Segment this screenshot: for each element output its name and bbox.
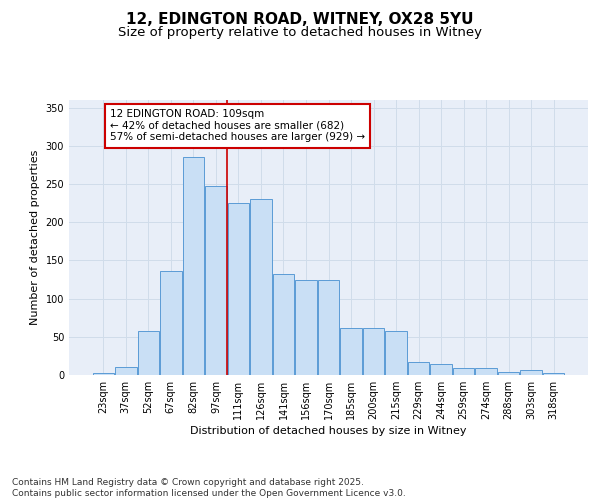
Bar: [340, 328, 362, 375]
Bar: [295, 280, 317, 375]
Bar: [363, 328, 384, 375]
Bar: [228, 203, 249, 375]
Bar: [453, 368, 475, 375]
Bar: [385, 330, 407, 375]
Bar: [543, 374, 565, 375]
Bar: [475, 368, 497, 375]
Bar: [115, 368, 137, 375]
Text: Size of property relative to detached houses in Witney: Size of property relative to detached ho…: [118, 26, 482, 39]
X-axis label: Distribution of detached houses by size in Witney: Distribution of detached houses by size …: [190, 426, 467, 436]
Bar: [408, 362, 429, 375]
Bar: [160, 271, 182, 375]
Bar: [182, 158, 204, 375]
Bar: [520, 370, 542, 375]
Bar: [498, 372, 520, 375]
Bar: [92, 372, 114, 375]
Bar: [318, 280, 339, 375]
Bar: [273, 274, 294, 375]
Text: Contains HM Land Registry data © Crown copyright and database right 2025.
Contai: Contains HM Land Registry data © Crown c…: [12, 478, 406, 498]
Text: 12, EDINGTON ROAD, WITNEY, OX28 5YU: 12, EDINGTON ROAD, WITNEY, OX28 5YU: [126, 12, 474, 28]
Bar: [250, 200, 272, 375]
Text: 12 EDINGTON ROAD: 109sqm
← 42% of detached houses are smaller (682)
57% of semi-: 12 EDINGTON ROAD: 109sqm ← 42% of detach…: [110, 109, 365, 142]
Bar: [430, 364, 452, 375]
Bar: [205, 186, 227, 375]
Y-axis label: Number of detached properties: Number of detached properties: [30, 150, 40, 325]
Bar: [137, 330, 159, 375]
